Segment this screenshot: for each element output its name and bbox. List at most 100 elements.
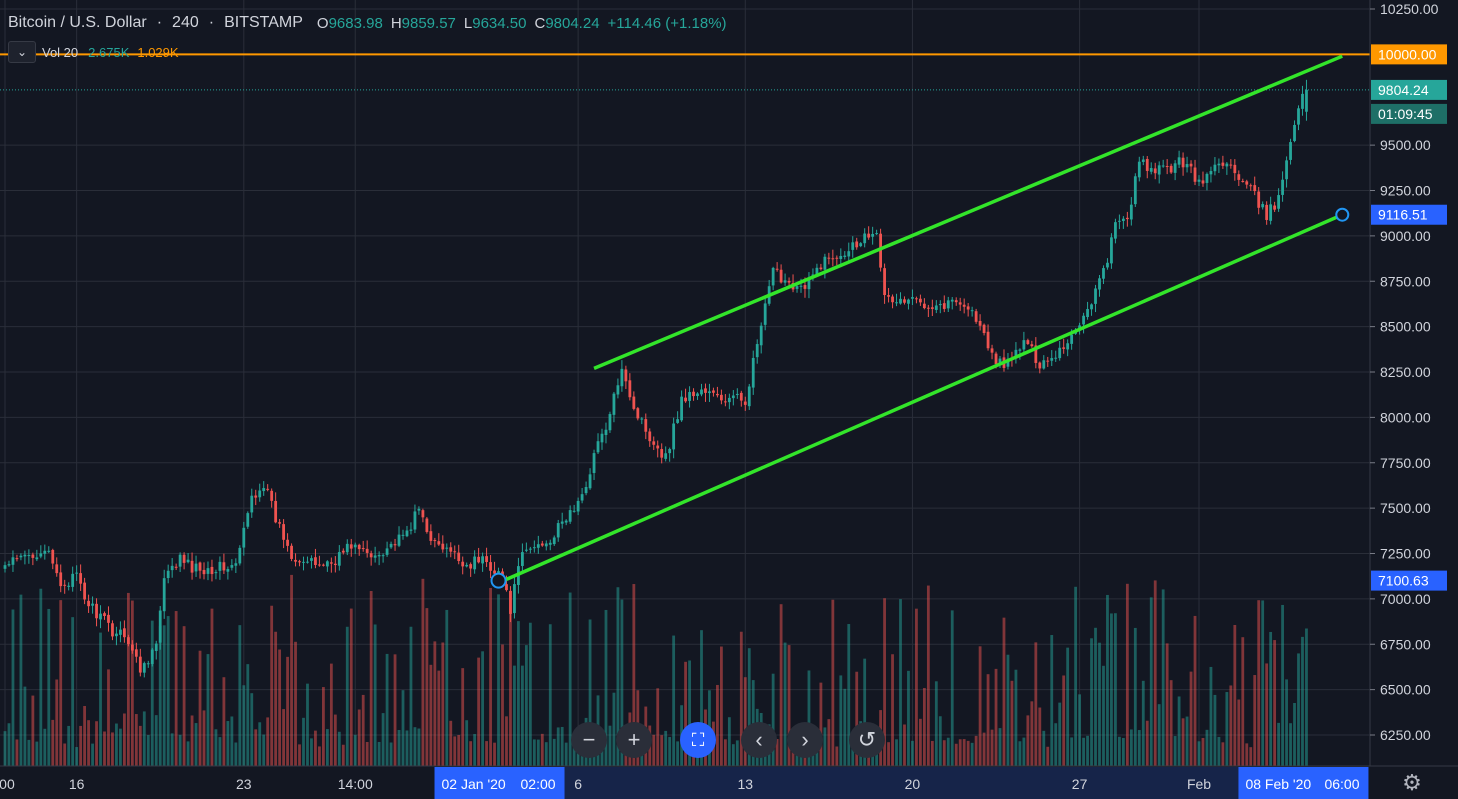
symbol-separator: · (156, 14, 163, 31)
volume-bar (536, 739, 540, 766)
candle-body (1213, 164, 1217, 172)
exchange-label[interactable]: BITSTAMP (224, 14, 303, 31)
candle-body (676, 419, 680, 423)
zoom-out-button[interactable]: − (571, 722, 607, 758)
candle-body (393, 544, 397, 546)
volume-bar (501, 644, 504, 766)
candle-body (55, 564, 59, 574)
trend-anchor-end[interactable] (1335, 207, 1350, 222)
candle-body (63, 584, 67, 586)
candle-body (1125, 217, 1129, 220)
candle-body (739, 392, 743, 401)
candle-body (1157, 165, 1161, 175)
candle-body (314, 557, 317, 565)
candle-body (919, 298, 922, 303)
candle-body (306, 561, 309, 563)
candle-body (126, 637, 130, 645)
volume-bar (35, 741, 39, 766)
volume-bar (1114, 613, 1117, 766)
volume-bar (325, 729, 329, 766)
candle-body (1281, 179, 1284, 195)
candle-body (1106, 262, 1109, 268)
candle-body (1082, 315, 1085, 325)
candle-body (787, 280, 791, 283)
scroll-left-button[interactable]: ‹ (741, 722, 777, 758)
volume-bar (922, 687, 926, 766)
chevron-down-icon[interactable]: ⌄ (8, 41, 36, 63)
volume-bar (298, 744, 301, 766)
volume-bar (1265, 663, 1269, 766)
trend-anchor-start[interactable] (490, 572, 507, 589)
candle-body (210, 566, 214, 575)
volume-name[interactable]: Vol 20 (42, 44, 79, 60)
candle-body (660, 449, 664, 458)
volume-bar (405, 730, 409, 766)
reset-scale-button[interactable]: ⛶ (680, 722, 716, 758)
volume-bar (544, 742, 548, 766)
volume-bar (282, 709, 285, 766)
candle-body (536, 544, 540, 548)
trend-line-lower[interactable] (502, 213, 1343, 583)
volume-bar (1070, 737, 1074, 766)
volume-bar (198, 650, 202, 766)
candle-body (1225, 163, 1229, 167)
candle-body (39, 553, 43, 557)
price-axis[interactable] (1370, 0, 1458, 766)
volume-bar (310, 738, 313, 766)
high-key: H (390, 14, 402, 32)
volume-bar (230, 716, 234, 766)
trend-line-upper[interactable] (593, 54, 1343, 370)
gear-icon[interactable]: ⚙ (1402, 770, 1422, 795)
volume-bar (883, 598, 886, 766)
candle-body (190, 560, 194, 573)
candle-body (648, 431, 652, 442)
candle-body (891, 296, 894, 303)
range-start-tag-bg (434, 767, 565, 799)
candle-body (95, 603, 98, 619)
reset-chart-button[interactable]: ↺ (849, 722, 885, 758)
candle-body (166, 570, 170, 579)
volume-bar (684, 661, 687, 766)
candle-body (903, 299, 906, 303)
volume-bar (986, 674, 990, 766)
volume-bar (7, 723, 11, 766)
volume-bar (1121, 737, 1125, 766)
volume-bar (835, 746, 839, 766)
candle-body (103, 613, 106, 616)
candle-body (11, 557, 15, 565)
scroll-right-button[interactable]: › (787, 722, 823, 758)
volume-bar (823, 727, 827, 766)
volume-bar (528, 622, 532, 766)
volume-bar (616, 587, 620, 766)
candle-body (1253, 185, 1257, 192)
candle-body (1153, 168, 1157, 174)
price-axis-label: 9500.00 (1380, 137, 1431, 153)
volume-bar (787, 645, 791, 766)
candle-body (1269, 204, 1273, 221)
zoom-in-button[interactable]: + (616, 722, 652, 758)
candle-body (1209, 171, 1213, 175)
volume-bar (926, 585, 930, 766)
volume-bar (254, 729, 258, 766)
time-range-highlight (434, 767, 1349, 799)
candle-body (262, 488, 266, 492)
candle-body (926, 307, 930, 309)
volume-bar (15, 739, 19, 766)
time-axis[interactable] (0, 766, 1458, 799)
volume-bar (656, 688, 660, 766)
candle-body (274, 500, 278, 523)
volume-bar (664, 730, 668, 766)
interval-label[interactable]: 240 (172, 14, 199, 31)
candle-body (1054, 357, 1058, 359)
candle-body (3, 565, 7, 569)
candle-body (759, 325, 763, 346)
volume-bar (556, 727, 560, 766)
close-key: C (534, 14, 546, 32)
candle-body (974, 311, 978, 322)
candle-body (521, 552, 524, 566)
symbol-name[interactable]: Bitcoin / U.S. Dollar (8, 14, 147, 31)
volume-bar (493, 742, 496, 766)
candle-body (310, 558, 313, 561)
candle-body (624, 369, 628, 382)
